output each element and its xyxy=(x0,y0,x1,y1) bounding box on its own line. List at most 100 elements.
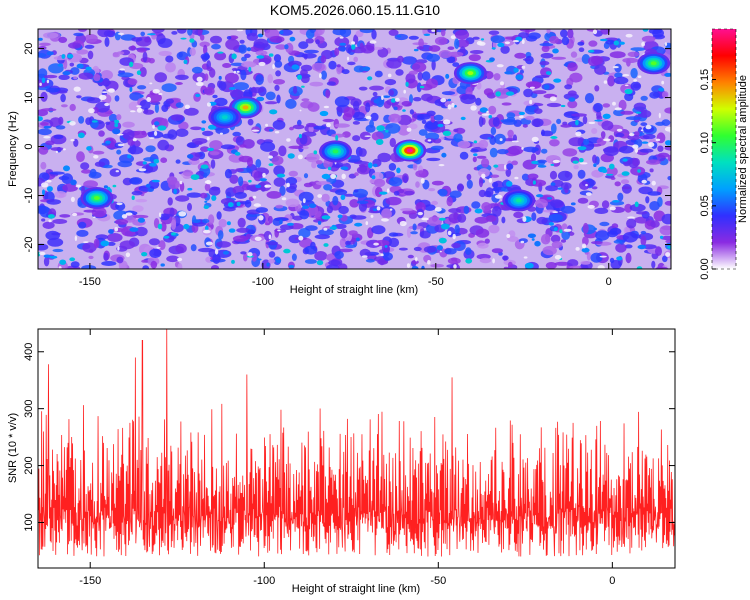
heatmap-cell xyxy=(273,54,282,63)
heatmap-cell xyxy=(632,158,640,167)
heatmap-cell xyxy=(393,190,400,196)
heatmap-cell xyxy=(609,163,615,170)
heatmap-cell xyxy=(421,265,425,269)
heatmap-cell xyxy=(236,227,251,233)
heatmap-cell xyxy=(552,211,559,214)
heatmap-cell xyxy=(38,37,43,41)
heatmap-cell xyxy=(534,240,541,247)
heatmap-cell xyxy=(318,229,334,236)
snr-x-ticks: -150 -100 -50 0 xyxy=(79,329,615,587)
heatmap-cell xyxy=(210,159,216,169)
heatmap-cell xyxy=(522,216,527,222)
heatmap-cell xyxy=(415,257,418,262)
heatmap-cell xyxy=(423,246,437,253)
heatmap-cell xyxy=(75,184,82,188)
heatmap-x-axis-label: Height of straight line (km) xyxy=(290,284,418,296)
heatmap-cell xyxy=(187,202,192,212)
heatmap-cell xyxy=(147,33,156,36)
heatmap-cell xyxy=(455,39,470,48)
heatmap-cell xyxy=(564,84,573,90)
heatmap-cell xyxy=(637,169,641,173)
heatmap-cell xyxy=(131,195,135,201)
heatmap-cell xyxy=(651,260,656,269)
heatmap-cell xyxy=(166,255,180,263)
heatmap-cell xyxy=(398,247,408,251)
heatmap-cell xyxy=(60,93,66,103)
heatmap-cell xyxy=(305,225,318,231)
heatmap-cell xyxy=(627,51,640,57)
heatmap-peak xyxy=(515,198,522,203)
heatmap-cell xyxy=(422,71,431,81)
heatmap-cell xyxy=(146,97,152,102)
heatmap-cell xyxy=(170,114,184,121)
heatmap-cell xyxy=(161,83,177,93)
heatmap-cell xyxy=(472,36,480,40)
heatmap-cell xyxy=(603,146,619,157)
heatmap-cell xyxy=(489,57,495,62)
heatmap-cell xyxy=(635,111,642,114)
heatmap-cell xyxy=(297,119,302,127)
heatmap-cell xyxy=(388,177,403,187)
heatmap-cell xyxy=(364,135,372,137)
heatmap-cell xyxy=(307,102,320,112)
heatmap-cell xyxy=(91,120,98,123)
heatmap-cell xyxy=(629,133,635,137)
heatmap-cell xyxy=(371,225,386,235)
heatmap-cell xyxy=(187,29,193,36)
heatmap-cell xyxy=(399,220,407,227)
snr-y-axis-label: SNR (10 * v/v) xyxy=(7,413,19,483)
heatmap-cell xyxy=(81,265,97,269)
heatmap-cell xyxy=(335,135,339,141)
heatmap-cell xyxy=(129,61,134,67)
heatmap-cell xyxy=(266,191,282,199)
heatmap-cell xyxy=(577,146,587,151)
heatmap-cell xyxy=(157,125,167,131)
heatmap-cell xyxy=(78,132,85,139)
heatmap-cell xyxy=(101,91,108,93)
heatmap-cell xyxy=(69,257,76,262)
heatmap-cell xyxy=(560,239,567,243)
y-tick-label: 0 xyxy=(23,143,35,149)
heatmap-cell xyxy=(465,258,473,264)
heatmap-cell xyxy=(160,263,165,267)
heatmap-cell xyxy=(595,230,610,241)
heatmap-cell xyxy=(154,72,167,83)
heatmap-cell xyxy=(76,229,89,237)
heatmap-cell xyxy=(613,76,629,85)
heatmap-cell xyxy=(630,68,638,79)
heatmap-cell xyxy=(238,155,253,163)
heatmap-cell xyxy=(513,67,519,73)
heatmap-cell xyxy=(646,159,661,165)
heatmap-cell xyxy=(439,217,446,221)
heatmap-cell xyxy=(292,124,305,130)
heatmap-cell xyxy=(389,89,394,96)
heatmap-cell xyxy=(265,241,279,246)
heatmap-cell xyxy=(388,237,400,248)
heatmap-cell xyxy=(481,113,490,116)
heatmap-cell xyxy=(496,64,504,68)
heatmap-cell xyxy=(93,238,100,249)
heatmap-cell xyxy=(167,197,173,206)
heatmap-cell xyxy=(553,227,558,232)
heatmap-cell xyxy=(345,244,357,249)
heatmap-cell xyxy=(212,94,218,99)
heatmap-cell xyxy=(100,70,114,80)
y-tick-label: 20 xyxy=(23,42,35,54)
heatmap-cell xyxy=(645,124,652,130)
heatmap-cell xyxy=(599,221,610,227)
heatmap-cell xyxy=(298,191,314,203)
heatmap-cell xyxy=(582,243,587,249)
heatmap-cell xyxy=(433,114,444,121)
heatmap-cell xyxy=(370,112,379,122)
heatmap-cell xyxy=(385,196,402,206)
heatmap-cell xyxy=(374,178,386,188)
heatmap-cell xyxy=(398,189,405,194)
heatmap-cell xyxy=(528,32,541,40)
heatmap-cell xyxy=(268,155,273,159)
heatmap-cell xyxy=(50,147,64,151)
heatmap-cell xyxy=(543,84,550,90)
heatmap-cell xyxy=(203,229,211,234)
heatmap-cell xyxy=(421,119,427,125)
heatmap-cell xyxy=(609,51,626,59)
heatmap-cell xyxy=(358,201,368,212)
